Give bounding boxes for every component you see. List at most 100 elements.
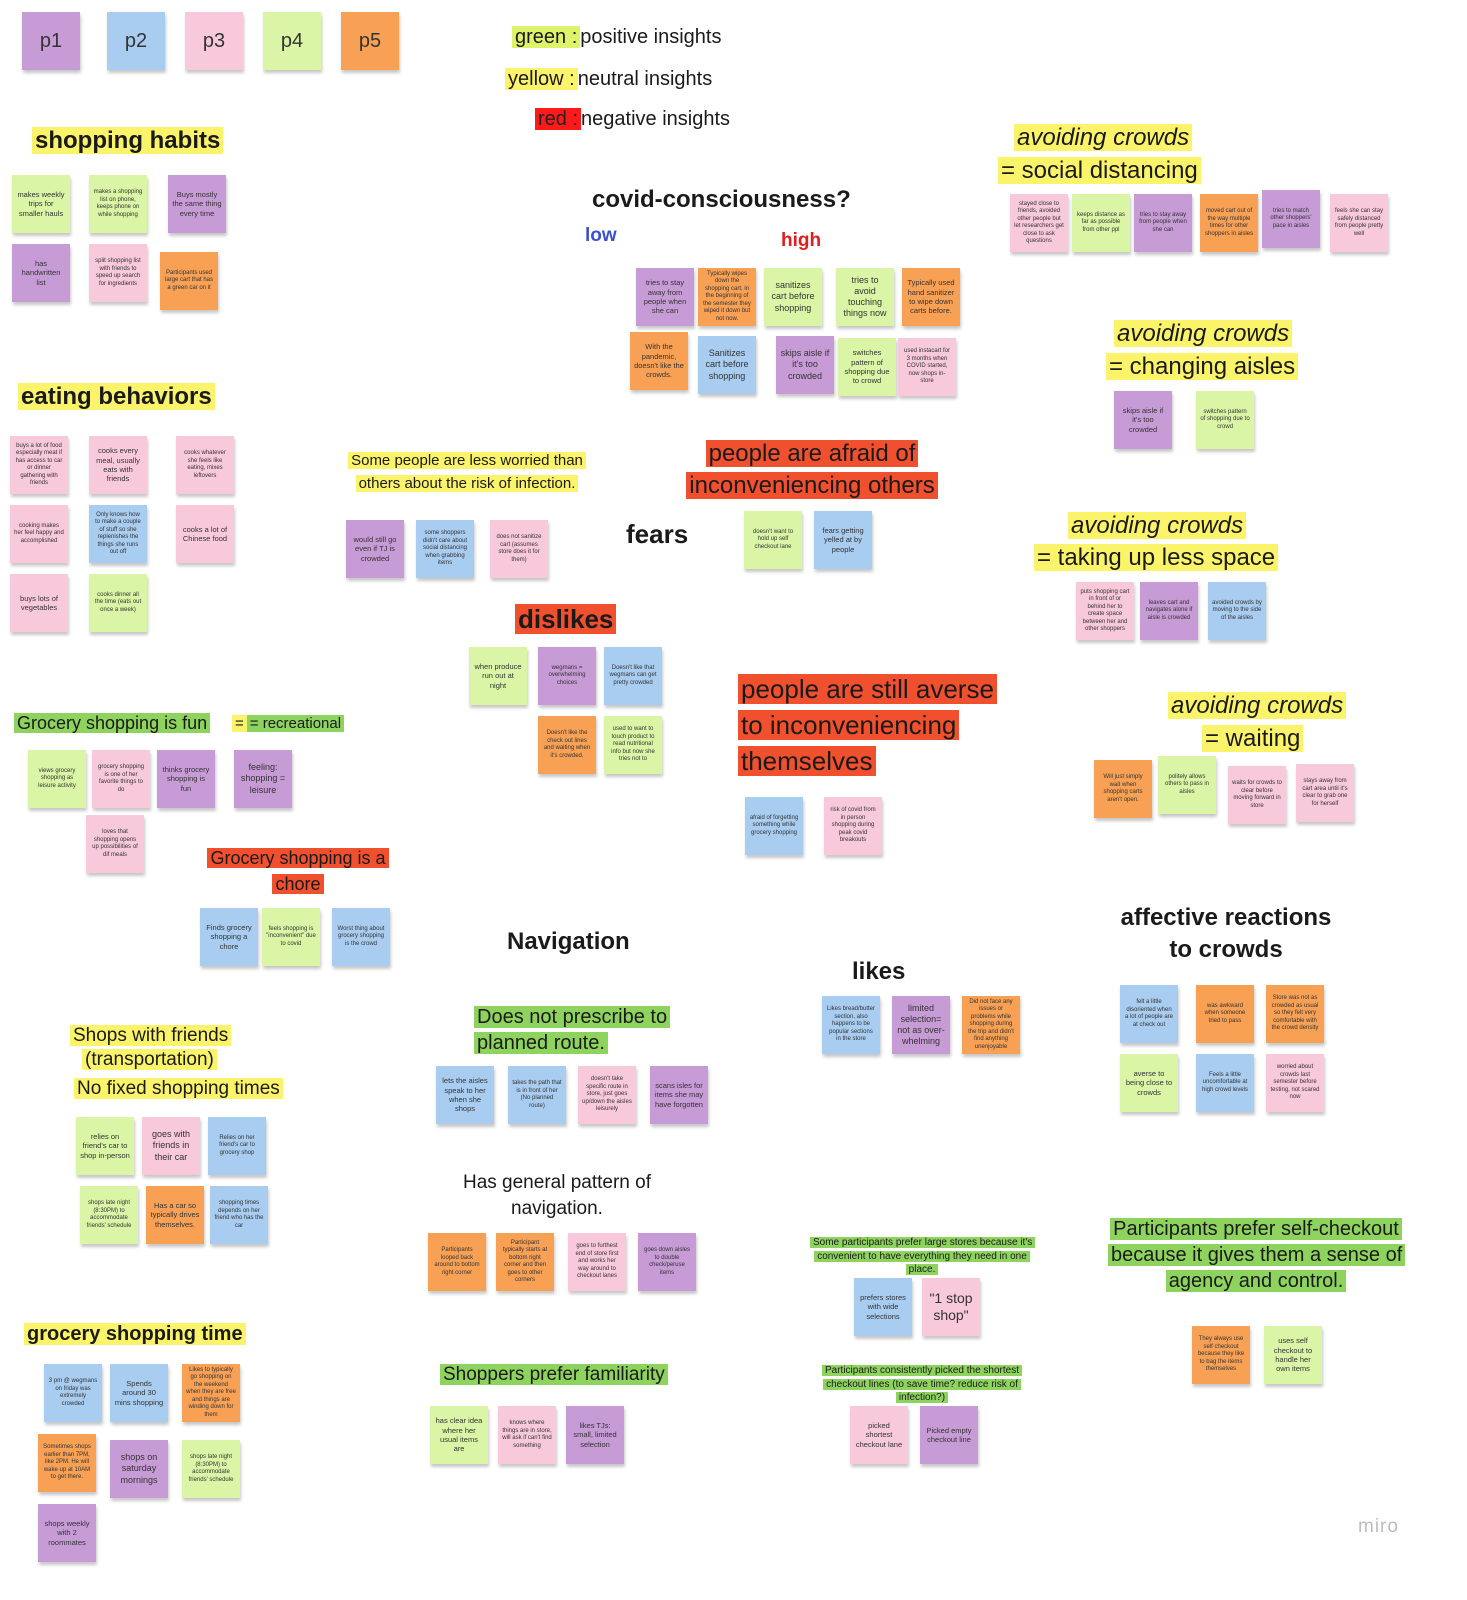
sticky-note[interactable]: thinks grocery shopping is fun (157, 750, 215, 808)
sticky-note[interactable]: shopping times depends on her friend who… (210, 1186, 268, 1244)
sticky-note[interactable]: lets the aisles speak to her when she sh… (436, 1066, 494, 1124)
sticky-note[interactable]: Spends around 30 mins shopping (110, 1364, 168, 1422)
heading-likes[interactable]: likes (852, 958, 906, 985)
sticky-note[interactable]: tries to match other shoppers' pace in a… (1262, 190, 1320, 248)
heading-ac-wait-1[interactable]: avoiding crowds (1168, 692, 1347, 720)
sticky-note[interactable]: risk of covid from in person shopping du… (824, 797, 882, 855)
sticky-note[interactable]: takes the path that is in front of her (… (508, 1066, 566, 1124)
sticky-note[interactable]: was awkward when someone tried to pass (1196, 985, 1254, 1043)
heading-recreational[interactable]: = = recreational (232, 715, 345, 732)
sticky-note[interactable]: Participants used large cart that has a … (160, 252, 218, 310)
sticky-note[interactable]: Did not face any issues or problems whil… (962, 996, 1020, 1054)
heading-less-worried[interactable]: Some people are less worried than others… (334, 449, 600, 496)
sticky-note[interactable]: doesn't take specific route in store, ju… (578, 1066, 636, 1124)
sticky-note[interactable]: prefers stores with wide selections (854, 1278, 912, 1336)
sticky-note[interactable]: split shopping list with friends to spee… (89, 244, 147, 302)
sticky-note[interactable]: Buys mostly the same thing every time (168, 175, 226, 233)
sticky-note[interactable]: cooks a lot of Chinese food (176, 505, 234, 563)
sticky-note[interactable]: moved cart out of the way multiple times… (1200, 194, 1258, 252)
sticky-note[interactable]: Sometimes shops earlier than 7PM, like 2… (38, 1434, 96, 1492)
sticky-note[interactable]: Will just simply wait when shopping cart… (1094, 760, 1152, 818)
sticky-note[interactable]: makes weekly trips for smaller hauls (12, 175, 70, 233)
sticky-note[interactable]: avoided crowds by moving to the side of … (1208, 582, 1266, 640)
sticky-note[interactable]: tries to avoid touching things now (836, 268, 894, 326)
sticky-note[interactable]: has handwritten list (12, 244, 70, 302)
sticky-note[interactable]: Typically wipes down the shopping cart, … (698, 268, 756, 326)
participant-p5-note[interactable]: p5 (341, 12, 399, 70)
sticky-note[interactable]: politely allows others to pass in aisles (1158, 756, 1216, 814)
sticky-note[interactable]: They always use self checkout because th… (1192, 1326, 1250, 1384)
sticky-note[interactable]: Has a car so typically drives themselves… (146, 1186, 204, 1244)
sticky-note[interactable]: views grocery shopping as leisure activi… (28, 750, 86, 808)
sticky-note[interactable]: limited selection= not as over-whelming (892, 996, 950, 1054)
sticky-note[interactable]: afraid of forgetting something while gro… (745, 797, 803, 855)
sticky-note[interactable]: goes to furthest end of store first and … (568, 1233, 626, 1291)
sticky-note[interactable]: has clear idea where her usual items are (430, 1406, 488, 1464)
sticky-note[interactable]: likes TJs: small, limited selection (566, 1406, 624, 1464)
sticky-note[interactable]: picked shortest checkout lane (850, 1406, 908, 1464)
sticky-note[interactable]: stayed close to friends, avoided other p… (1010, 194, 1068, 252)
sticky-note[interactable]: Worst thing about grocery shopping is th… (332, 908, 390, 966)
sticky-note[interactable]: Doesn't like the check out lines and wai… (538, 716, 596, 774)
heading-ac-wait-2[interactable]: = waiting (1202, 725, 1304, 753)
sticky-note[interactable]: knows where things are in store, will as… (498, 1406, 556, 1464)
heading-ac-space-2[interactable]: = taking up less space (1034, 544, 1279, 572)
heading-navigation[interactable]: Navigation (507, 928, 630, 955)
sticky-note[interactable]: goes with friends in their car (142, 1117, 200, 1175)
participant-p3-note[interactable]: p3 (185, 12, 243, 70)
participant-p1-note[interactable]: p1 (22, 12, 80, 70)
sticky-note[interactable]: shops late night (8:30PM) to accommodate… (80, 1186, 138, 1244)
sticky-note[interactable]: buys a lot of food especially meat if ha… (10, 436, 68, 494)
sticky-note[interactable]: cooks whatever she feels like eating, mi… (176, 436, 234, 494)
sticky-note[interactable]: shops late night (8:30PM) to accommodate… (182, 1440, 240, 1498)
sticky-note[interactable]: cooks dinner all the time (eats out once… (89, 574, 147, 632)
sticky-note[interactable]: does not sanitize cart (assumes store do… (490, 520, 548, 578)
heading-self-checkout[interactable]: Participants prefer self-checkout becaus… (1108, 1216, 1406, 1294)
sticky-note[interactable]: Sanitizes cart before shopping (698, 336, 756, 394)
sticky-note[interactable]: feeling: shopping = leisure (234, 750, 292, 808)
sticky-note[interactable]: relies on friend's car to shop in-person (76, 1117, 134, 1175)
sticky-note[interactable]: 3 pm @ wegmans on friday was extremely c… (44, 1364, 102, 1422)
heading-fears[interactable]: fears (626, 519, 689, 549)
sticky-note[interactable]: switches pattern of shopping due to crow… (1196, 391, 1254, 449)
sticky-note[interactable]: leaves cart and navigates alone if aisle… (1140, 582, 1198, 640)
sticky-note[interactable]: shops weekly with 2 roommates (38, 1504, 96, 1562)
sticky-note[interactable]: doesn't want to hold up self checkout la… (744, 511, 802, 569)
sticky-note[interactable]: wegmans = overwhelming choices (538, 647, 596, 705)
sticky-note[interactable]: switches pattern of shopping due to crow… (838, 338, 896, 396)
heading-ac-social-2[interactable]: = social distancing (998, 157, 1201, 185)
sticky-note[interactable]: skips aisle if it's too crowded (1114, 391, 1172, 449)
sticky-note[interactable]: some shoppers didn't care about social d… (416, 520, 474, 578)
sticky-note[interactable]: Store was not as crowded as usual so the… (1266, 985, 1324, 1043)
sticky-note[interactable]: Likes to typically go shopping on the we… (182, 1364, 240, 1422)
sticky-note[interactable]: tries to stay away from people when she … (636, 268, 694, 326)
sticky-note[interactable]: uses self checkout to handle her own ite… (1264, 1326, 1322, 1384)
sticky-note[interactable]: goes down aisles to double check/peruse … (638, 1233, 696, 1291)
sticky-note[interactable]: felt a little disoriented when a lot of … (1120, 985, 1178, 1043)
sticky-note[interactable]: averse to being close to crowds (1120, 1054, 1178, 1112)
sticky-note[interactable]: tries to stay away from people when she … (1134, 194, 1192, 252)
sticky-note[interactable]: would still go even if TJ is crowded (346, 520, 404, 578)
heading-covid-consciousness[interactable]: covid-consciousness? (592, 186, 851, 213)
sticky-note[interactable]: waits for crowds to clear before moving … (1228, 766, 1286, 824)
sticky-note[interactable]: buys lots of vegetables (10, 574, 68, 632)
heading-ac-aisles-2[interactable]: = changing aisles (1106, 353, 1299, 381)
sticky-note[interactable]: Participant typically starts at bottom r… (496, 1233, 554, 1291)
sticky-note[interactable]: when produce run out at night (469, 647, 527, 705)
sticky-note[interactable]: cooking makes her feel happy and accompl… (10, 505, 68, 563)
sticky-note[interactable]: used instacart for 3 months when COVID s… (898, 338, 956, 396)
sticky-note[interactable]: Likes bread/butter section, also happens… (822, 996, 880, 1054)
sticky-note[interactable]: loves that shopping opens up possibiliti… (86, 815, 144, 873)
sticky-note[interactable]: feels she can stay safely distanced from… (1330, 194, 1388, 252)
sticky-note[interactable]: worried about crowds last semester befor… (1266, 1054, 1324, 1112)
sticky-note[interactable]: Typically used hand sanitizer to wipe do… (902, 268, 960, 326)
heading-grocery-fun[interactable]: Grocery shopping is fun (14, 713, 211, 734)
heading-grocery-time[interactable]: grocery shopping time (24, 1323, 246, 1346)
sticky-note[interactable]: makes a shopping list on phone, keeps ph… (89, 175, 147, 233)
sticky-note[interactable]: Doesn't like that wegmans can get pretty… (604, 647, 662, 705)
heading-no-fixed-times[interactable]: No fixed shopping times (74, 1078, 283, 1100)
heading-dislikes[interactable]: dislikes (515, 604, 617, 635)
heading-transportation[interactable]: (transportation) (82, 1049, 217, 1071)
heading-no-planned-route[interactable]: Does not prescribe to planned route. (474, 1004, 674, 1056)
participant-p4-note[interactable]: p4 (263, 12, 321, 70)
